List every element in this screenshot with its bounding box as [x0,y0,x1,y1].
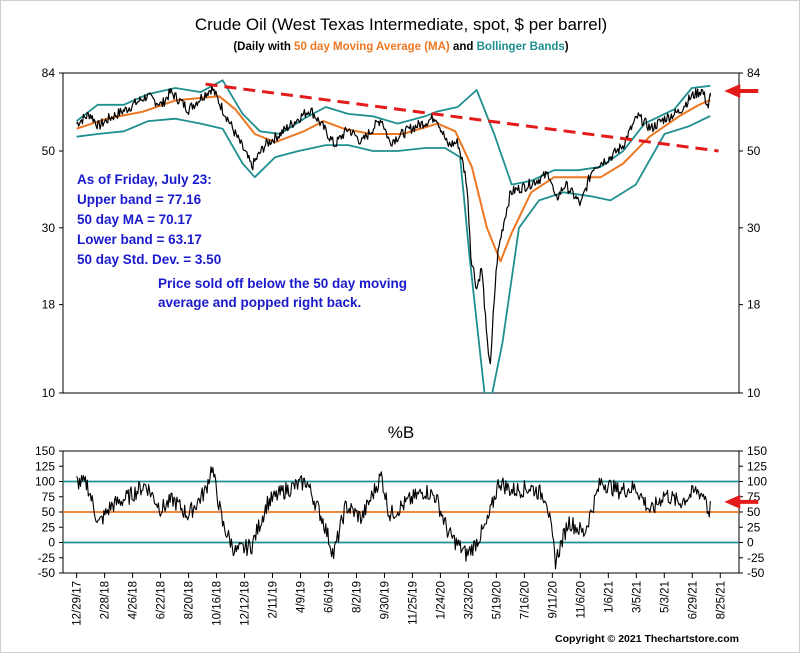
stats-annotation-line: Upper band = 77.16 [77,192,202,207]
xtick-label: 7/16/20 [519,581,531,619]
price-arrow-icon [724,84,759,99]
xtick-label: 2/11/19 [268,581,280,619]
upper-band-line [76,79,711,186]
pctb-ytick-label-right: 100 [747,475,767,489]
price-ytick-label-left: 84 [42,66,56,80]
price-ytick-label-left: 10 [42,386,56,400]
pctb-ytick-label-left: -50 [38,566,56,580]
pctb-series-group [76,466,759,570]
price-ytick-label-left: 18 [42,298,56,312]
price-axes: 10 10 18 18 30 30 50 50 84 84 [42,66,761,400]
xtick-label: 3/5/21 [631,581,643,613]
xtick-label: 9/30/19 [379,581,391,619]
price-line [76,84,711,365]
pctb-ytick-label-left: 100 [35,475,55,489]
xtick-label: 8/2/19 [351,581,363,613]
subtitle-suffix: ) [565,41,569,53]
x-axis: 12/29/17 2/28/18 4/26/18 6/22/18 8/20/18 10/1… [72,573,727,626]
lower-band-line [76,115,711,393]
pctb-series-clip [76,466,711,570]
xtick-label: 8/20/18 [184,581,196,619]
price-ytick-label-right: 50 [747,144,761,158]
stats-annotation-line: 50 day Std. Dev. = 3.50 [77,252,221,267]
price-plot-area [62,72,740,394]
xtick-label: 4/9/19 [296,581,308,613]
xtick-label: 1/24/20 [435,581,447,619]
xtick-label: 4/26/18 [128,581,140,619]
xtick-label: 8/25/21 [715,581,727,619]
price-ytick-label-right: 10 [747,386,761,400]
xtick-label: 2/28/18 [100,581,112,619]
pctb-ytick-label-right: 0 [747,536,754,550]
chart-subtitle: (Daily with 50 day Moving Average (MA) a… [233,41,568,53]
pctb-ytick-label-left: 0 [48,536,55,550]
pctb-ytick-label-right: -50 [747,566,765,580]
ma-line [76,95,711,263]
subtitle-mid: and [450,41,477,53]
xtick-label: 6/29/21 [687,581,699,619]
xtick-label: 11/25/19 [407,581,419,625]
pctb-ytick-label-left: -25 [38,551,56,565]
price-ytick-label-right: 30 [747,221,761,235]
xtick-label: 6/6/19 [323,581,335,613]
xtick-label: 12/29/17 [72,581,84,626]
xtick-label: 10/16/18 [212,581,224,626]
pctb-ytick-label-right: 25 [747,520,761,534]
subtitle-ma-label: 50 day Moving Average (MA) [294,41,450,53]
xtick-label: 11/6/20 [575,581,587,619]
xtick-label: 1/6/21 [603,581,615,613]
price-series-clip [76,79,719,393]
chart-title: Crude Oil (West Texas Intermediate, spot… [195,15,607,34]
price-ytick-label-right: 84 [747,66,761,80]
sold-off-annotation-line: average and popped right back. [158,295,361,310]
pctb-ytick-label-left: 50 [42,505,56,519]
pctb-ytick-label-right: 50 [747,505,761,519]
pctb-ytick-label-left: 150 [35,444,55,458]
xtick-label: 5/19/20 [491,581,503,619]
pctb-line [76,466,711,570]
pctb-ytick-label-left: 125 [35,459,55,473]
xtick-label: 6/22/18 [156,581,168,619]
stats-annotation-line: Lower band = 63.17 [77,232,202,247]
pctb-ytick-label-right: 150 [747,444,767,458]
pctb-arrow-icon [724,494,759,509]
stats-annotation-line: 50 day MA = 70.17 [77,212,192,227]
xtick-label: 3/23/20 [463,581,475,619]
xtick-label: 12/12/18 [240,581,252,626]
xtick-label: 9/11/20 [547,581,559,619]
price-ytick-label-right: 18 [747,298,761,312]
sold-off-annotation-line: Price sold off below the 50 day moving [158,276,407,291]
stats-annotation-line: As of Friday, July 23: [77,172,212,187]
subtitle-bb-label: Bollinger Bands [477,41,565,53]
subtitle-prefix: (Daily with [233,41,294,53]
copyright-text: Copyright © 2021 Thechartstore.com [555,633,739,645]
price-annotations: As of Friday, July 23: Upper band = 77.16… [77,84,759,310]
xtick-label: 5/3/21 [659,581,671,613]
pctb-ytick-label-left: 25 [42,520,56,534]
pctb-title: %B [388,423,414,442]
pctb-ytick-label-right: -25 [747,551,765,565]
price-series-group [76,79,719,393]
pctb-ytick-label-right: 125 [747,459,767,473]
price-ytick-label-left: 50 [42,144,56,158]
pctb-ytick-label-left: 75 [42,490,56,504]
price-ytick-label-left: 30 [42,221,56,235]
resistance-trendline [205,82,719,153]
